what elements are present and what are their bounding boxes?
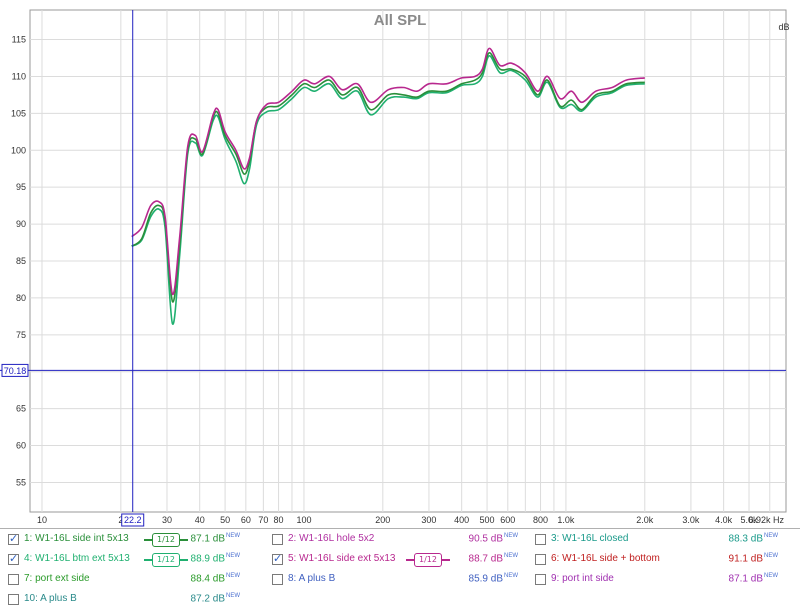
y-tick-label: 80: [16, 293, 26, 303]
x-tick-label: 300: [421, 515, 436, 525]
series-line-1: [131, 47, 645, 296]
series-lines: [131, 47, 645, 325]
legend-value-10: 87.2 dBNEW: [190, 593, 240, 605]
legend-label-2: 2: W1-16L hole 5x2: [288, 533, 375, 544]
legend-value-2: 90.5 dBNEW: [468, 533, 518, 545]
cursor-x-readout: 22.2: [124, 515, 142, 525]
legend-label-3: 3: W1-16L closed: [551, 533, 629, 544]
x-tick-label: 30: [162, 515, 172, 525]
legend-row: 1: W1-16L side int 5x13 1/12 87.1 dBNEW …: [0, 531, 800, 551]
y-tick-label: 95: [16, 182, 26, 192]
y-tick-label: 105: [11, 108, 26, 118]
legend-label-7: 7: port ext side: [24, 573, 90, 584]
legend-checkbox-3[interactable]: [535, 534, 546, 545]
x-tick-label: 80: [274, 515, 284, 525]
legend-value-9: 87.1 dBNEW: [728, 573, 778, 585]
x-tick-label: 100: [296, 515, 311, 525]
y-tick-label: 55: [16, 477, 26, 487]
tick-labels: 55 60 65 70 75 80 85 90 95 100 105 110 115 10 2 30 40 50 6…: [11, 35, 785, 525]
cursor-x-readout-box: [121, 513, 145, 527]
cursor-y-readout: 70.18: [4, 366, 27, 376]
legend-label-5: 5: W1-16L side ext 5x13: [288, 553, 396, 564]
legend-checkbox-4[interactable]: [8, 552, 19, 565]
legend-value-7: 88.4 dBNEW: [190, 573, 240, 585]
legend-value-6: 91.1 dBNEW: [728, 553, 778, 565]
x-tick-label: 4.0k: [715, 515, 733, 525]
x-tick-label: 1.0k: [557, 515, 575, 525]
grid-lines: [29, 9, 787, 513]
legend-panel: 1: W1-16L side int 5x13 1/12 87.1 dBNEW …: [0, 528, 800, 613]
spl-chart[interactable]: 55 60 65 70 75 80 85 90 95 100 105 110 115 10 2 30 40 50 6…: [0, 0, 800, 528]
chart-title: All SPL: [374, 12, 427, 29]
smoothing-button-5[interactable]: 1/12: [406, 553, 450, 567]
series-line-2: [131, 52, 645, 303]
x-tick-label: 200: [375, 515, 390, 525]
y-tick-label: 110: [12, 71, 26, 81]
x-tick-label: 40: [195, 515, 205, 525]
x-tick-label: 500: [480, 515, 495, 525]
legend-row: 7: port ext side 88.4 dBNEW 8: A plus B …: [0, 571, 800, 591]
legend-value-4: 88.9 dBNEW: [190, 553, 240, 565]
legend-row: 4: W1-16L btm ext 5x13 1/12 88.9 dBNEW 5…: [0, 551, 800, 571]
legend-value-5: 88.7 dBNEW: [468, 553, 518, 565]
x-tick-label: 3.0k: [682, 515, 700, 525]
legend-checkbox-10[interactable]: [8, 594, 19, 605]
smoothing-button-1[interactable]: 1/12: [144, 533, 188, 547]
cursor-y-readout-box: [1, 363, 29, 377]
legend-checkbox-7[interactable]: [8, 574, 19, 585]
x-tick-label: 800: [533, 515, 548, 525]
legend-checkbox-5[interactable]: [272, 552, 283, 565]
x-tick-label: 2: [118, 515, 123, 525]
cursor[interactable]: 70.18 22.2: [0, 10, 786, 527]
x-tick-label: 2.0k: [636, 515, 654, 525]
x-tick-label: 400: [454, 515, 469, 525]
legend-label-9: 9: port int side: [551, 573, 614, 584]
y-tick-label: 85: [16, 256, 26, 266]
legend-checkbox-1[interactable]: [8, 532, 19, 545]
y-tick-label: 65: [16, 404, 26, 414]
legend-value-8: 85.9 dBNEW: [468, 573, 518, 585]
legend-label-10: 10: A plus B: [24, 593, 77, 604]
y-tick-label: 90: [16, 219, 26, 229]
legend-checkbox-6[interactable]: [535, 554, 546, 565]
smoothing-button-4[interactable]: 1/12: [144, 553, 188, 567]
legend-checkbox-2[interactable]: [272, 534, 283, 545]
x-tick-label: 600: [500, 515, 515, 525]
y-tick-label: 115: [12, 35, 26, 45]
y-tick-label: 75: [16, 330, 26, 340]
x-tick-label: 70: [258, 515, 268, 525]
legend-value-3: 88.3 dBNEW: [728, 533, 778, 545]
legend-label-4: 4: W1-16L btm ext 5x13: [24, 553, 130, 564]
legend-checkbox-8[interactable]: [272, 574, 283, 585]
chart-background: [0, 0, 800, 528]
y-tick-label: 100: [11, 145, 26, 155]
legend-checkbox-9[interactable]: [535, 574, 546, 585]
legend-label-1: 1: W1-16L side int 5x13: [24, 533, 129, 544]
x-tick-label: 50: [220, 515, 230, 525]
legend-label-8: 8: A plus B: [288, 573, 336, 584]
legend-label-6: 6: W1-16L side + bottom: [551, 553, 660, 564]
y-axis-unit: dB: [778, 22, 789, 32]
x-tick-label: 5.0k: [741, 515, 759, 525]
x-tick-label: 10: [37, 515, 47, 525]
legend-row: 10: A plus B 87.2 dBNEW: [0, 591, 800, 611]
x-tick-label: 6.92k Hz: [748, 515, 784, 525]
y-tick-label: 60: [16, 441, 26, 451]
x-tick-label: 60: [241, 515, 251, 525]
legend-value-1: 87.1 dBNEW: [190, 533, 240, 545]
